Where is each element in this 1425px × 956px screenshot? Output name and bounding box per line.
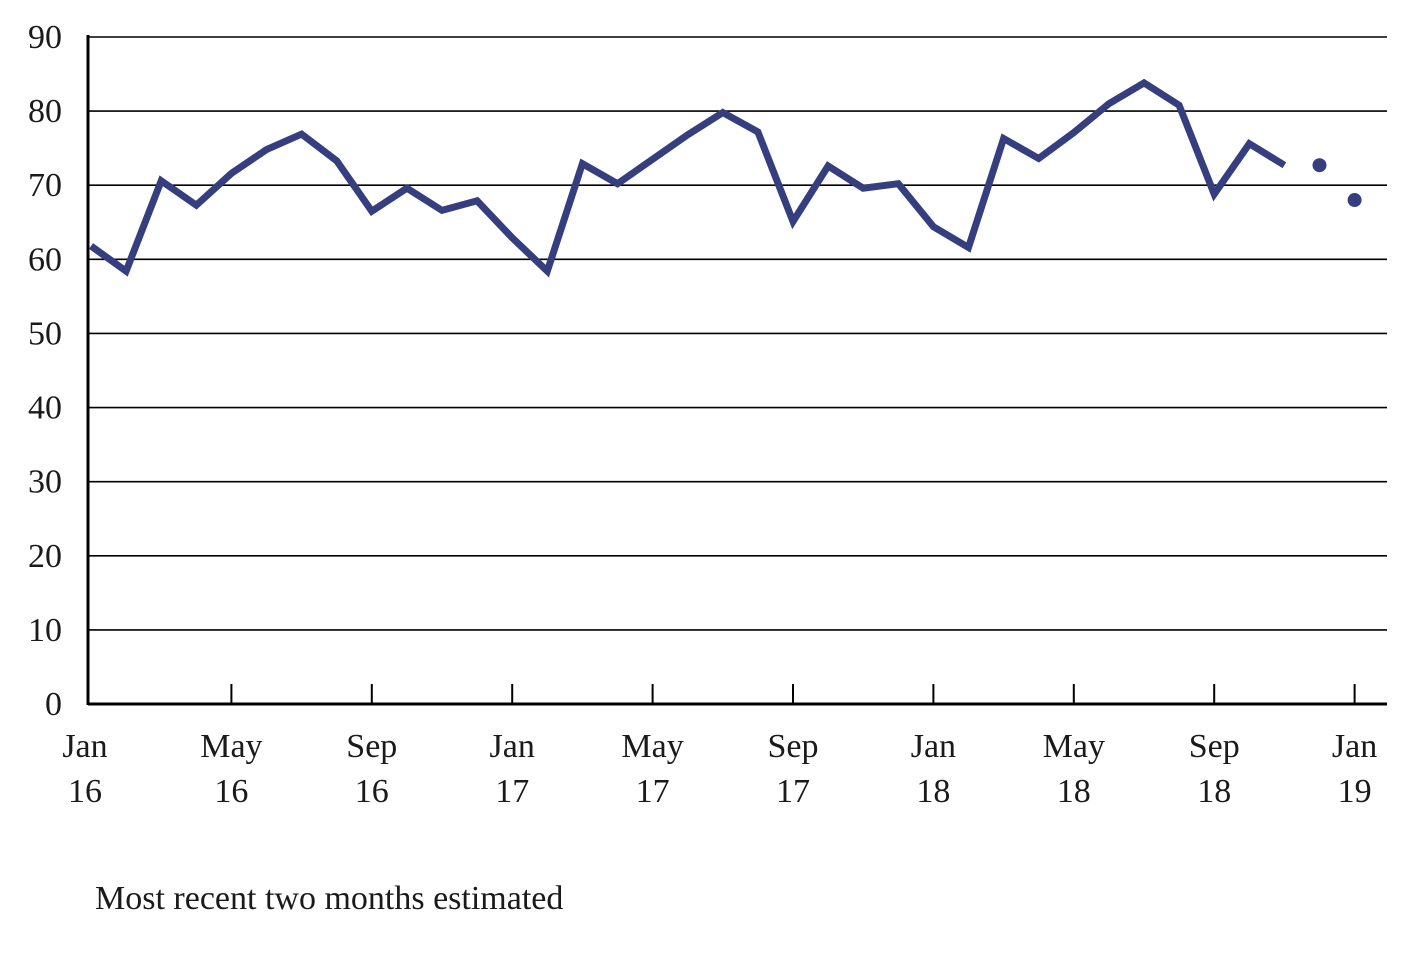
x-tick-label-month: Jan [490, 728, 535, 765]
y-tick-label: 80 [28, 93, 62, 130]
y-tick-label: 90 [28, 19, 62, 56]
line-chart: 0 10 20 30 40 50 60 70 80 90 Jan 16 May 16 Sep 16 Jan 17… [28, 19, 1387, 810]
x-tick-label-year: 17 [495, 773, 529, 810]
x-tick-label-month: May [1043, 728, 1105, 765]
estimated-point [1312, 158, 1327, 173]
x-tick-label-month: Jan [1332, 728, 1377, 765]
x-tick-label-month: Sep [1189, 728, 1240, 765]
x-tick-label-year: 18 [916, 773, 950, 810]
x-tick-label-year: 16 [68, 773, 102, 810]
y-tick-label: 10 [28, 612, 62, 649]
x-tick-label-year: 18 [1197, 773, 1231, 810]
x-tick-label-year: 18 [1057, 773, 1091, 810]
x-tick-label-year: 16 [214, 773, 248, 810]
x-tick-label-year: 17 [636, 773, 670, 810]
x-tick-label-month: Jan [62, 728, 107, 765]
estimate-note: Most recent two months estimated [95, 880, 564, 917]
y-tick-label: 60 [28, 241, 62, 278]
x-tick-label-month: Jan [911, 728, 956, 765]
x-tick-label-year: 16 [355, 773, 389, 810]
y-tick-label: 20 [28, 538, 62, 575]
x-tick-label-month: May [200, 728, 262, 765]
x-tick-label-month: Sep [346, 728, 397, 765]
series-line [88, 78, 1287, 278]
grid-lines [88, 36, 1387, 631]
y-tick-label: 0 [45, 686, 62, 723]
x-tick-label-month: Sep [768, 728, 819, 765]
series-layer [88, 78, 1362, 278]
estimated-point [1347, 193, 1362, 208]
x-tick-label-year: 19 [1338, 773, 1372, 810]
y-tick-label: 30 [28, 464, 62, 501]
y-tick-label: 40 [28, 390, 62, 427]
x-axis-ticks: Jan 16 May 16 Sep 16 Jan 17 May 17 Sep 17 Jan 18 May 18… [62, 684, 1377, 810]
y-axis-ticks: 0 10 20 30 40 50 60 70 80 90 [28, 19, 62, 723]
y-tick-label: 50 [28, 315, 62, 352]
x-tick-label-year: 17 [776, 773, 810, 810]
y-tick-label: 70 [28, 167, 62, 204]
x-tick-label-month: May [621, 728, 683, 765]
